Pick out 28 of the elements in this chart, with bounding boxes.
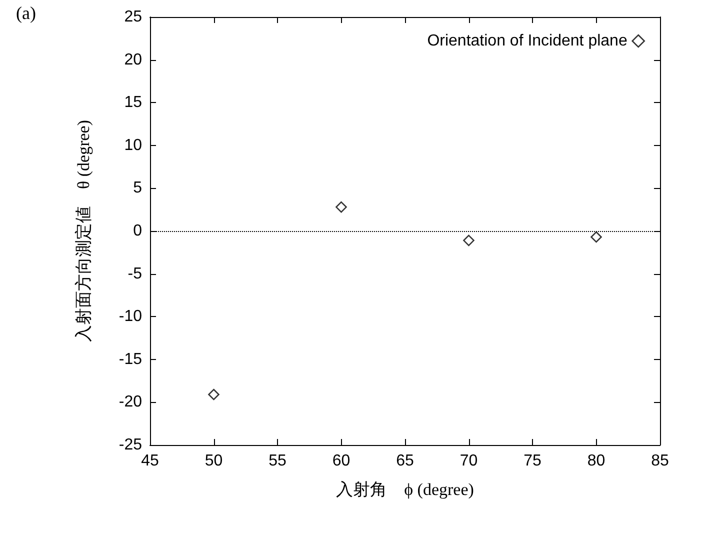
y-tick-label: 20 <box>124 51 142 68</box>
x-tick-label: 70 <box>460 452 478 470</box>
y-tick-label: 5 <box>133 180 142 197</box>
y-tick-label: 25 <box>124 8 142 26</box>
y-tick-label: 10 <box>124 136 142 154</box>
y-tick-label: -5 <box>128 265 142 282</box>
y-tick-label: -10 <box>118 308 142 326</box>
y-tick-label: -20 <box>118 394 142 411</box>
x-tick-label: 65 <box>396 452 414 470</box>
point <box>336 201 347 213</box>
x-tick-label: 75 <box>524 452 542 470</box>
point <box>463 234 474 246</box>
x-tick-label: 50 <box>204 452 223 470</box>
x-tick-label: 60 <box>332 452 350 470</box>
y-tick-label: -25 <box>118 436 142 454</box>
y-axis-title: 入射面方向測定値 θ (degree) <box>74 120 93 342</box>
point <box>590 231 602 243</box>
y-tick-label: -15 <box>118 350 142 368</box>
y-tick-label: 0 <box>133 222 142 240</box>
x-tick-label: 45 <box>141 452 159 470</box>
text: (a) <box>16 3 36 23</box>
x-tick-label: 85 <box>651 452 669 470</box>
x-tick-label: 80 <box>587 452 606 470</box>
x-tick-label: 55 <box>268 452 286 470</box>
x-axis-title: 入射角 ϕ (degree) <box>336 480 474 499</box>
point <box>208 388 220 400</box>
legend-label: Orientation of Incident plane <box>427 32 628 50</box>
y-tick-label: 15 <box>124 94 142 112</box>
